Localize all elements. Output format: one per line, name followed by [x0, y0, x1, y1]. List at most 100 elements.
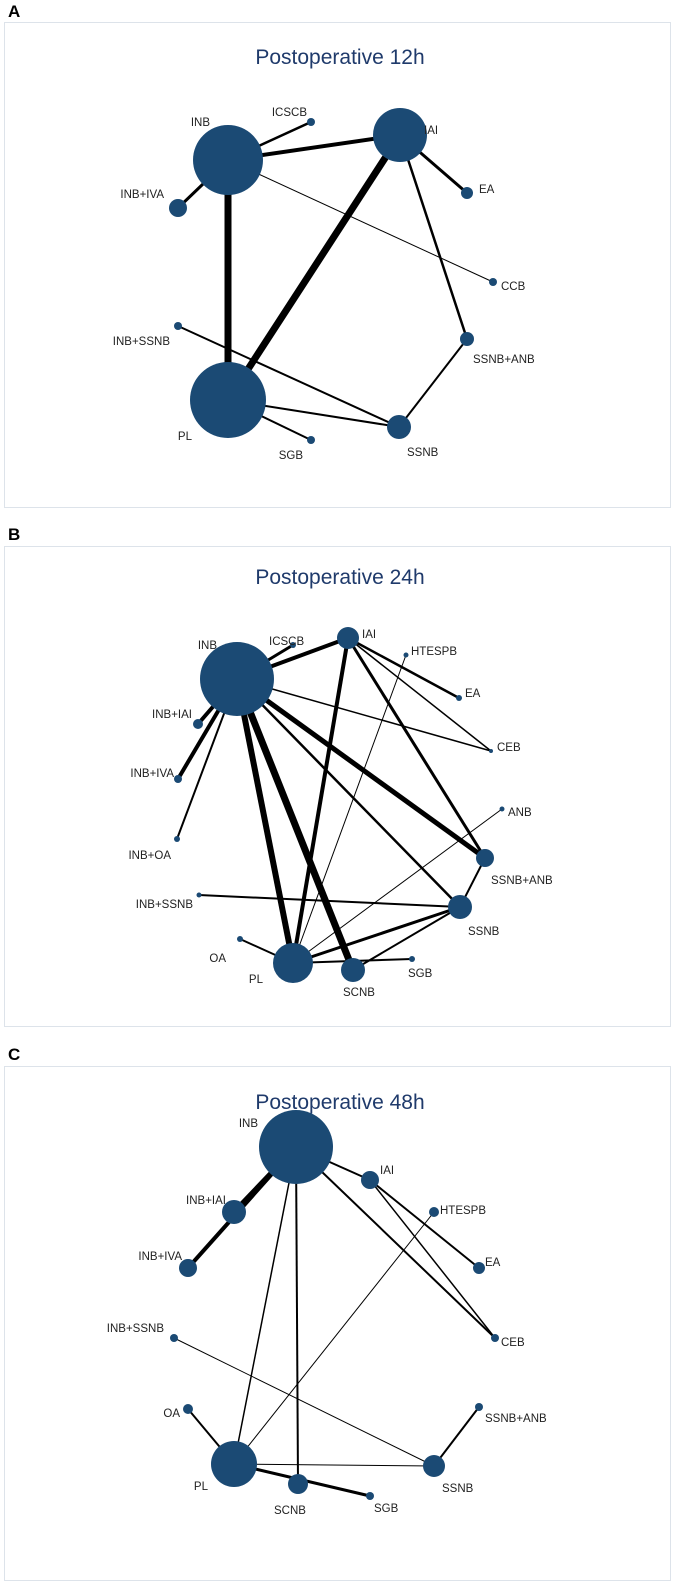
node-label: CCB	[501, 281, 526, 293]
node-label: OA	[163, 1408, 180, 1420]
node-SGB	[409, 956, 415, 962]
node-label: INB	[198, 640, 218, 652]
node-INB+IAI	[222, 1200, 246, 1224]
node-label: IAI	[380, 1165, 394, 1177]
panel-title: Postoperative 24h	[255, 566, 424, 589]
node-label: IAI	[362, 629, 376, 641]
edge-INB-PL	[233, 1146, 297, 1465]
edge-INB+SSNB-SSNB	[173, 1337, 435, 1467]
node-label: SSNB+ANB	[491, 875, 553, 887]
node-label: INB+SSNB	[136, 899, 194, 911]
node-label: EA	[465, 688, 481, 700]
node-SSNB+ANB	[460, 332, 474, 346]
node-label: INB	[191, 117, 211, 129]
node-label: EA	[485, 1257, 501, 1269]
edge-IAI-EA	[347, 636, 460, 700]
node-INB+SSNB	[196, 892, 202, 898]
node-label: INB+IVA	[138, 1251, 182, 1263]
node-label: ICSCB	[269, 636, 304, 648]
node-label: SCNB	[343, 987, 375, 999]
node-label: SGB	[408, 968, 433, 980]
node-ANB	[499, 806, 505, 812]
node-EA	[456, 695, 462, 701]
node-label: CEB	[497, 742, 521, 754]
node-INB+IAI	[193, 719, 203, 729]
node-SSNB+ANB	[476, 849, 494, 867]
node-OA	[183, 1404, 193, 1414]
panel-b-frame	[4, 546, 671, 1027]
panel-a-letter: A	[8, 2, 21, 21]
edge-INB-CEB	[236, 678, 492, 752]
node-label: SSNB+ANB	[485, 1413, 547, 1425]
node-label: PL	[194, 1481, 209, 1493]
edge-INB-SSNB+ANB	[235, 676, 487, 861]
node-label: SSNB	[442, 1483, 474, 1495]
node-SSNB	[423, 1455, 445, 1477]
panel-a-frame	[4, 22, 671, 508]
edge-IAI-SSNB+ANB	[346, 637, 487, 859]
node-INB+IVA	[174, 775, 182, 783]
node-label: EA	[479, 184, 495, 196]
node-HTESPB	[403, 652, 409, 658]
panel-b-letter: B	[8, 525, 21, 544]
node-label: IAI	[424, 125, 438, 137]
node-PL	[211, 1441, 257, 1487]
edge-INB-PL	[234, 678, 296, 964]
node-INB+IVA	[179, 1259, 197, 1277]
node-label: PL	[178, 431, 193, 443]
node-INB+IVA	[169, 199, 187, 217]
edge-IAI-CEB	[347, 637, 492, 752]
node-CCB	[489, 278, 497, 286]
node-label: SGB	[279, 450, 304, 462]
edge-IAI-PL	[291, 637, 350, 964]
edge-PL-SSNB	[233, 1463, 435, 1467]
node-label: INB	[239, 1118, 259, 1130]
node-INB+SSNB	[170, 1334, 178, 1342]
node-label: INB+SSNB	[113, 336, 171, 348]
node-label: INB+IAI	[152, 709, 192, 721]
node-EA	[473, 1262, 485, 1274]
node-CEB	[489, 749, 493, 753]
edge-SSNB+ANB-SSNB	[398, 338, 468, 428]
node-label: SSNB	[468, 926, 500, 938]
node-label: SSNB	[407, 447, 439, 459]
node-INB	[200, 642, 274, 716]
node-INB+SSNB	[174, 322, 182, 330]
node-EA	[461, 187, 473, 199]
node-SSNB	[448, 895, 472, 919]
node-label: HTESPB	[440, 1205, 486, 1217]
node-INB	[193, 125, 263, 195]
node-label: PL	[249, 974, 264, 986]
panel-c-letter: C	[8, 1045, 21, 1064]
node-label: INB+SSNB	[107, 1323, 165, 1335]
panel-title: Postoperative 12h	[255, 46, 424, 69]
node-PL	[273, 943, 313, 983]
node-IAI	[337, 627, 359, 649]
node-label: SSNB+ANB	[473, 354, 535, 366]
node-ICSCB	[307, 118, 315, 126]
edge-IAI-SSNB+ANB	[398, 134, 469, 340]
node-INB	[259, 1110, 333, 1184]
edge-IAI-CEB	[369, 1179, 496, 1339]
node-label: INB+IVA	[130, 768, 174, 780]
edge-INB-SCNB	[233, 677, 357, 972]
node-SSNB	[387, 415, 411, 439]
node-ICSCB	[290, 642, 296, 648]
edge-HTESPB-PL	[233, 1211, 435, 1465]
node-label: INB+OA	[128, 850, 171, 862]
node-SSNB+ANB	[475, 1403, 483, 1411]
node-HTESPB	[429, 1207, 439, 1217]
node-SGB	[366, 1492, 374, 1500]
node-label: ANB	[508, 807, 532, 819]
edge-INB-CCB	[227, 159, 494, 283]
node-IAI	[373, 108, 427, 162]
node-CEB	[491, 1334, 499, 1342]
edge-INB+SSNB-SSNB	[177, 325, 400, 428]
edge-SSNB+ANB-SSNB	[433, 1406, 480, 1467]
edge-ANB-PL	[292, 808, 503, 964]
edge-INB-CEB	[295, 1146, 496, 1339]
panel-c-frame	[4, 1066, 671, 1581]
edge-PL-SSNB	[292, 905, 461, 965]
node-IAI	[361, 1171, 379, 1189]
